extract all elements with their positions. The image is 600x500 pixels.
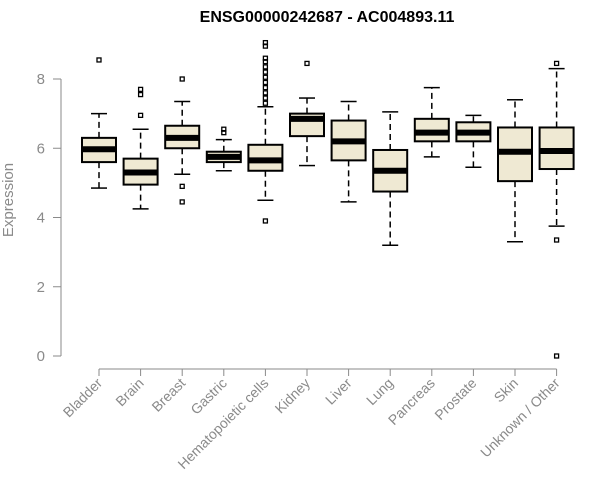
outlier-point: [262, 69, 269, 75]
box-breast: [164, 76, 201, 205]
box-liver: [330, 100, 367, 203]
outlier-point: [179, 76, 185, 82]
x-tick-label: Breast: [148, 375, 188, 415]
outlier-point: [137, 86, 144, 93]
box-hematopoietic-cells: [247, 39, 284, 224]
box-bladder: [81, 57, 117, 189]
box-brain: [122, 86, 159, 210]
y-axis-label: Expression: [0, 163, 17, 237]
outlier-point: [262, 64, 269, 70]
outlier-point: [262, 55, 269, 61]
box-gastric: [205, 126, 242, 172]
chart-title: ENSG00000242687 - AC004893.11: [200, 9, 455, 26]
x-tick-label: Unknown / Other: [477, 375, 563, 461]
outlier-point: [262, 85, 269, 91]
outlier-point: [96, 57, 102, 63]
x-tick-label: Skin: [491, 375, 522, 406]
outlier-point: [262, 90, 269, 96]
box-lung: [372, 111, 409, 246]
outlier-point: [262, 218, 269, 224]
y-tick-label: 2: [37, 279, 45, 296]
outlier-point: [262, 79, 269, 86]
y-tick-label: 6: [37, 140, 45, 157]
y-tick-label: 0: [37, 348, 45, 365]
outlier-point: [553, 237, 560, 243]
y-tick-label: 4: [37, 210, 45, 227]
box-pancreas: [413, 86, 450, 158]
outlier-point: [179, 183, 185, 189]
x-tick-label: Prostate: [431, 375, 479, 423]
x-tick-label: Brain: [112, 375, 146, 409]
box-unknown-other: [538, 60, 575, 359]
outlier-point: [553, 353, 560, 359]
outlier-point: [262, 39, 269, 46]
x-tick-label: Lung: [363, 375, 396, 408]
box-skin: [497, 99, 533, 243]
outlier-point: [262, 95, 269, 101]
outlier-point: [553, 60, 560, 67]
outlier-point: [137, 91, 144, 98]
outlier-point: [179, 199, 185, 205]
outlier-point: [137, 112, 144, 119]
outlier-point: [221, 126, 227, 132]
outlier-point: [304, 60, 310, 67]
x-tick-label: Liver: [322, 375, 355, 408]
x-tick-label: Bladder: [60, 375, 106, 421]
box-prostate: [455, 114, 492, 169]
outlier-point: [262, 74, 269, 80]
plot-area: [81, 39, 575, 359]
outlier-point: [262, 100, 269, 106]
box-kidney: [289, 60, 325, 167]
x-tick-label: Kidney: [272, 375, 314, 417]
y-tick-label: 8: [37, 71, 45, 88]
